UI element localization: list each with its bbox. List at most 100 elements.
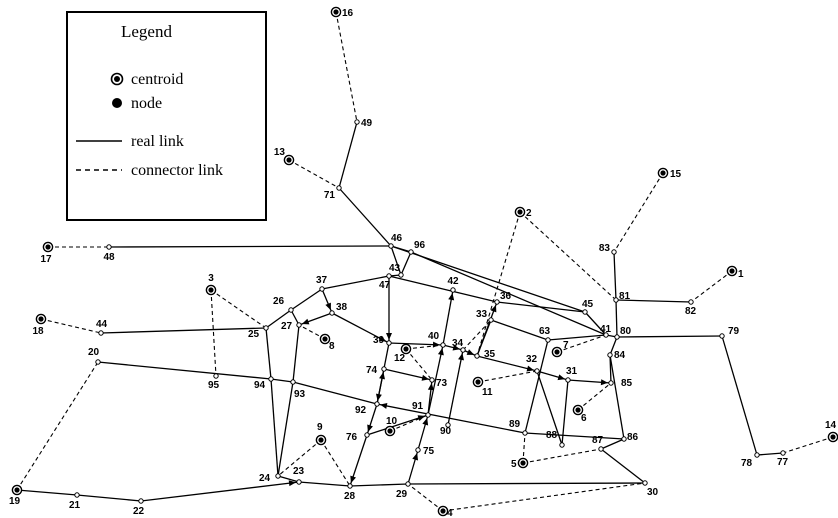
centroid-5 bbox=[520, 460, 526, 466]
node-24 bbox=[275, 473, 281, 479]
node-label-34: 34 bbox=[452, 338, 464, 349]
real-link-81-83 bbox=[613, 251, 617, 301]
node-90 bbox=[445, 422, 451, 428]
real-link-25-26 bbox=[265, 309, 292, 329]
real-link-86-87 bbox=[600, 438, 625, 450]
centroid-13 bbox=[286, 157, 292, 163]
real-link-37-47 bbox=[321, 275, 390, 290]
node-63 bbox=[545, 337, 551, 343]
node-label-1: 1 bbox=[738, 269, 744, 280]
node-label-96: 96 bbox=[414, 240, 426, 251]
real-link-93-27 bbox=[292, 324, 300, 383]
arrow-76-28 bbox=[350, 475, 357, 484]
real-link-78-77 bbox=[756, 452, 784, 456]
node-77 bbox=[780, 450, 786, 456]
node-81 bbox=[613, 297, 619, 303]
connector-link-34-33 bbox=[462, 319, 492, 351]
node-label-2: 2 bbox=[526, 208, 532, 219]
node-42 bbox=[450, 287, 456, 293]
arrow-75-91 bbox=[422, 417, 429, 426]
arrow-74-73 bbox=[421, 374, 430, 381]
real-link-44-25 bbox=[100, 327, 267, 334]
node-label-35: 35 bbox=[484, 349, 496, 360]
node-label-16: 16 bbox=[342, 8, 354, 19]
real-link-46-43 bbox=[390, 245, 402, 276]
node-label-42: 42 bbox=[447, 276, 459, 287]
node-label-40: 40 bbox=[428, 331, 440, 342]
real-link-29-28 bbox=[349, 483, 409, 487]
real-link-20-94 bbox=[97, 361, 272, 380]
centroid-15 bbox=[660, 170, 666, 176]
node-label-7: 7 bbox=[563, 340, 569, 351]
real-link-80-79 bbox=[616, 335, 723, 338]
node-label-93: 93 bbox=[294, 389, 306, 400]
real-link-96-41 bbox=[410, 251, 607, 336]
connector-link-6-85 bbox=[577, 382, 612, 411]
node-92 bbox=[374, 401, 380, 407]
centroid-17 bbox=[45, 244, 51, 250]
real-link-88-31 bbox=[561, 379, 569, 446]
real-link-19-21 bbox=[16, 489, 78, 496]
arrow-91-40 bbox=[437, 347, 444, 356]
node-label-39: 39 bbox=[373, 335, 385, 346]
legend-node-symbol bbox=[112, 98, 122, 108]
node-label-27: 27 bbox=[281, 321, 293, 332]
real-link-93-24 bbox=[277, 381, 294, 477]
real-link-92-89 bbox=[376, 403, 526, 434]
legend: Legend centroid node real link connector… bbox=[66, 11, 267, 221]
arrow-37-38 bbox=[325, 302, 331, 311]
centroid-4 bbox=[440, 508, 446, 514]
node-label-30: 30 bbox=[647, 487, 659, 498]
node-28 bbox=[347, 483, 353, 489]
node-88 bbox=[559, 442, 565, 448]
node-label-80: 80 bbox=[620, 326, 632, 337]
real-link-38-39 bbox=[331, 312, 390, 344]
legend-centroid-label: centroid bbox=[131, 71, 183, 88]
node-45 bbox=[582, 309, 588, 315]
node-label-25: 25 bbox=[248, 329, 260, 340]
node-label-32: 32 bbox=[526, 354, 538, 365]
legend-centroid-dot bbox=[114, 76, 120, 82]
real-link-87-30 bbox=[600, 448, 646, 484]
node-label-88: 88 bbox=[546, 430, 558, 441]
node-37 bbox=[319, 286, 325, 292]
node-48 bbox=[106, 244, 112, 250]
node-label-87: 87 bbox=[592, 435, 604, 446]
node-38 bbox=[329, 310, 335, 316]
arrow-34-35 bbox=[466, 349, 475, 355]
node-label-17: 17 bbox=[40, 254, 52, 265]
node-label-3: 3 bbox=[208, 273, 214, 284]
node-label-18: 18 bbox=[32, 326, 44, 337]
legend-node-label: node bbox=[131, 95, 162, 112]
node-label-41: 41 bbox=[600, 324, 612, 335]
node-94 bbox=[268, 376, 274, 382]
node-label-79: 79 bbox=[728, 326, 740, 337]
connector-link-2-81 bbox=[519, 211, 617, 301]
connector-link-19-20 bbox=[16, 361, 99, 491]
node-27 bbox=[296, 322, 302, 328]
node-label-48: 48 bbox=[103, 252, 115, 263]
node-label-94: 94 bbox=[254, 380, 266, 391]
node-21 bbox=[74, 492, 80, 498]
real-link-84-85 bbox=[609, 354, 612, 384]
node-label-92: 92 bbox=[355, 405, 367, 416]
centroid-12 bbox=[403, 346, 409, 352]
node-label-13: 13 bbox=[274, 147, 286, 158]
centroid-9 bbox=[318, 437, 324, 443]
node-32 bbox=[534, 368, 540, 374]
connector-link-15-83 bbox=[613, 172, 664, 253]
node-23 bbox=[296, 479, 302, 485]
node-71 bbox=[336, 185, 342, 191]
real-link-23-24 bbox=[277, 475, 300, 483]
node-label-5: 5 bbox=[511, 459, 517, 470]
arrow-40-42 bbox=[448, 292, 455, 301]
node-43 bbox=[398, 272, 404, 278]
node-label-4: 4 bbox=[447, 508, 453, 518]
node-label-47: 47 bbox=[379, 280, 391, 291]
arrow-35-32 bbox=[526, 365, 535, 372]
centroid-16 bbox=[333, 9, 339, 15]
connector-link-14-77 bbox=[782, 436, 834, 454]
real-link-21-22 bbox=[76, 494, 142, 502]
node-label-91: 91 bbox=[412, 401, 424, 412]
node-26 bbox=[288, 307, 294, 313]
